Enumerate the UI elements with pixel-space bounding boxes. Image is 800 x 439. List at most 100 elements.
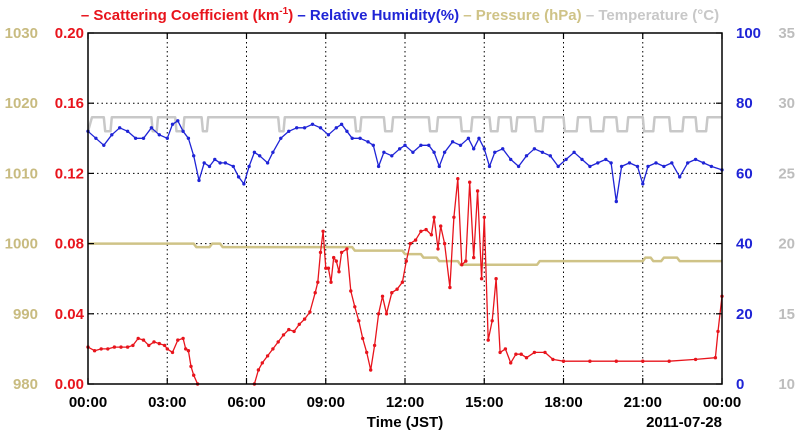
scattering-coefficient-point	[482, 215, 486, 219]
relative-humidity-point	[524, 154, 529, 158]
scattering-coefficient-point	[498, 350, 502, 355]
relative-humidity-point	[192, 154, 196, 158]
scattering-coefficient-point	[524, 356, 529, 360]
relative-humidity-point	[442, 150, 447, 154]
scattering-coefficient-point	[131, 343, 135, 348]
scattering-coefficient-point	[276, 340, 280, 344]
scattering-coefficient-point	[165, 347, 169, 351]
relative-humidity-point	[170, 122, 175, 127]
relative-humidity-point	[609, 161, 613, 165]
relative-humidity-point	[213, 157, 217, 162]
scattering-coefficient-point	[532, 350, 537, 355]
scattering-coefficient-point	[332, 255, 336, 260]
x-tick-label: 09:00	[307, 394, 345, 411]
scattering-coefficient-point	[614, 359, 618, 363]
humidity-tick-label: 60	[736, 165, 753, 182]
pressure-tick-label: 1020	[5, 95, 38, 112]
scattering-coefficient-point	[256, 368, 261, 372]
relative-humidity-point	[110, 133, 114, 137]
relative-humidity-point	[564, 157, 568, 162]
relative-humidity-point	[493, 150, 497, 154]
humidity-tick-label: 40	[736, 236, 753, 253]
relative-humidity-point	[548, 154, 552, 158]
scattering-coefficient-point	[287, 327, 291, 332]
relative-humidity-point	[646, 164, 650, 169]
relative-humidity-point	[165, 136, 169, 140]
relative-humidity-point	[458, 143, 463, 147]
relative-humidity-point	[654, 161, 658, 165]
scattering-coefficient-point	[509, 361, 513, 365]
chart-legend: – Scattering Coefficient (km-1) – Relati…	[81, 6, 719, 24]
scattering-coefficient-point	[292, 329, 296, 334]
relative-humidity-point	[411, 150, 415, 154]
relative-humidity-point	[371, 143, 375, 147]
relative-humidity-point	[295, 126, 299, 130]
scattering-coefficient-point	[112, 345, 117, 349]
scattering-coefficient-point	[419, 229, 423, 233]
scattering-coefficient-point	[456, 177, 460, 181]
temperature-tick-label: 25	[778, 165, 795, 182]
scattering-coefficient-point	[281, 333, 286, 337]
scattering-coefficient-point	[413, 238, 418, 242]
scattering-coefficient-point	[297, 322, 301, 326]
scattering-coefficient-point	[170, 350, 175, 355]
relative-humidity-point	[588, 164, 592, 169]
scattering-coefficient-point	[313, 291, 317, 295]
relative-humidity-point	[326, 133, 331, 137]
relative-humidity-point	[432, 150, 436, 154]
scattering-coefficient-point	[641, 359, 645, 363]
scattering-coefficient-point	[472, 255, 476, 260]
relative-humidity-point	[472, 147, 476, 151]
relative-humidity-point	[310, 122, 315, 127]
scattering-coefficient-point	[369, 368, 373, 372]
relative-humidity-point	[450, 140, 455, 144]
relative-humidity-point	[427, 143, 431, 147]
scattering-coefficient-point	[186, 349, 191, 353]
scattering-coefficient-point	[184, 347, 188, 351]
scattering-coefficient-point	[486, 338, 490, 342]
humidity-tick-label: 100	[736, 25, 761, 42]
relative-humidity-point	[635, 164, 640, 169]
legend-line: – Scattering Coefficient (km-1) – Relati…	[81, 6, 719, 24]
relative-humidity-point	[693, 157, 698, 162]
relative-humidity-point	[419, 143, 423, 147]
scattering-coefficient-point	[503, 347, 508, 351]
relative-humidity-point	[339, 122, 344, 127]
scattering-coefficient-point	[329, 280, 333, 284]
scattering-tick-label: 0.12	[55, 165, 84, 182]
relative-humidity-point	[207, 164, 212, 169]
relative-humidity-point	[236, 175, 241, 179]
scattering-coefficient-point	[189, 364, 193, 369]
x-axis-label: Time (JST)	[367, 414, 443, 431]
scattering-coefficient-point	[125, 345, 130, 349]
scattering-coefficient-point	[543, 350, 547, 355]
relative-humidity-point	[102, 143, 106, 147]
scattering-coefficient-point	[353, 305, 357, 309]
scattering-coefficient-point	[519, 352, 523, 356]
scattering-coefficient-point	[337, 270, 341, 274]
humidity-tick-label: 0	[736, 376, 744, 393]
relative-humidity-point	[477, 136, 481, 140]
scattering-coefficient-point	[561, 359, 566, 363]
scattering-coefficient-point	[192, 373, 196, 377]
legend-entry-label: Relative Humidity(%)	[310, 7, 459, 24]
relative-humidity-point	[279, 136, 283, 140]
pressure-tick-label: 1010	[5, 165, 38, 182]
relative-humidity-point	[532, 147, 537, 151]
scattering-tick-label: 0.04	[55, 306, 85, 323]
relative-humidity-point	[334, 126, 338, 130]
scattering-coefficient-point	[460, 263, 464, 267]
relative-humidity-point	[604, 157, 608, 162]
relative-humidity-point	[125, 129, 130, 133]
scattering-coefficient-point	[365, 350, 369, 355]
legend-entry-label: Pressure (hPa)	[476, 7, 582, 24]
relative-humidity-point	[390, 154, 394, 158]
pressure-series-line	[88, 242, 722, 266]
relative-humidity-point	[265, 161, 270, 165]
series-layer	[86, 115, 724, 386]
legend-entry-label: Scattering Coefficient (km	[93, 7, 279, 24]
relative-humidity-point	[670, 161, 674, 165]
temperature-tick-label: 30	[778, 95, 795, 112]
relative-humidity-point	[223, 161, 228, 165]
relative-humidity-point	[133, 136, 138, 140]
